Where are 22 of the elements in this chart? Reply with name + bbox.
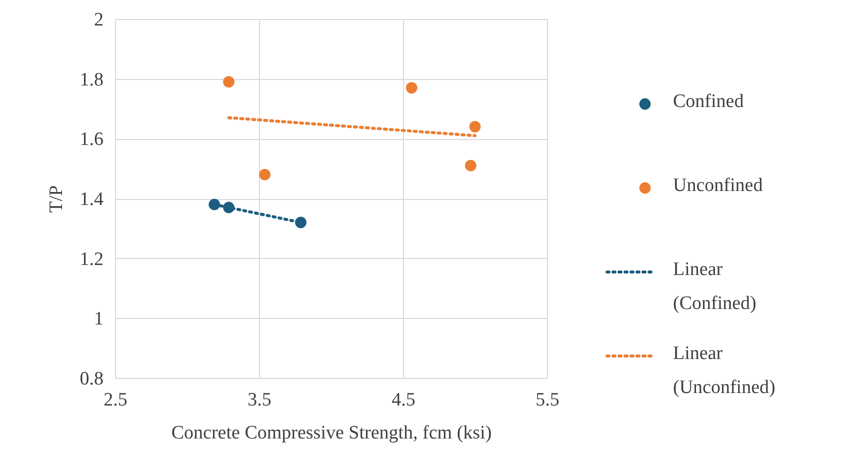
x-tick-label: 2.5 [104, 390, 128, 410]
y-tick-label: 1.6 [80, 129, 104, 150]
legend-label: Linear (Confined) [673, 259, 756, 314]
y-tick-label: 1.2 [80, 248, 104, 270]
point [406, 82, 418, 94]
y-tick-label: 0.8 [80, 368, 104, 390]
legend-label: Linear (Unconfined) [673, 343, 776, 398]
point [223, 76, 234, 88]
x-tick-label: 3.5 [248, 390, 272, 410]
x-axis-title: Concrete Compressive Strength, fcm (ksi) [171, 422, 492, 444]
y-tick-label: 2 [94, 10, 104, 30]
y-tick-label: 1.8 [80, 69, 104, 90]
y-tick-label: 1 [94, 308, 104, 330]
point [469, 121, 481, 132]
legend-label: Unconfined [673, 175, 764, 196]
x-tick-label: 4.5 [392, 390, 416, 410]
y-tick-label: 1.4 [80, 189, 104, 210]
point [259, 168, 270, 180]
legend-label: Confined [673, 91, 744, 112]
point [464, 160, 476, 172]
y-axis-title: T/P [46, 185, 67, 213]
x-tick-label: 5.5 [536, 390, 560, 410]
